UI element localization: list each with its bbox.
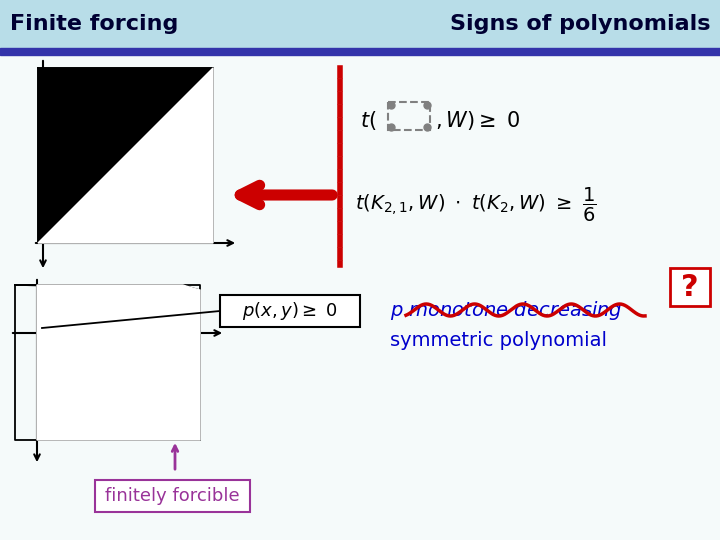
Text: Signs of polynomials: Signs of polynomials: [449, 14, 710, 34]
Text: $,W)\geq\ 0$: $,W)\geq\ 0$: [435, 109, 521, 132]
Bar: [0, 0, 720, 48]
Text: Finite forcing: Finite forcing: [10, 14, 179, 34]
Bar: [220, 295, 360, 327]
Polygon shape: [38, 68, 213, 243]
Polygon shape: [37, 285, 200, 440]
Bar: [670, 268, 710, 306]
Bar: [95, 480, 250, 512]
Text: finitely forcible: finitely forcible: [105, 487, 240, 505]
Text: $t($: $t($: [360, 109, 377, 132]
Text: $p(x, y) \geq\ 0$: $p(x, y) \geq\ 0$: [242, 300, 338, 322]
Text: ?: ?: [681, 273, 699, 302]
Polygon shape: [15, 285, 200, 290]
Polygon shape: [38, 68, 213, 243]
Text: $p$ monotone decreasing: $p$ monotone decreasing: [390, 299, 623, 321]
Text: $t(K_{2,1},W)\ \cdot\ t(K_2,W)\ \geq\ \dfrac{1}{6}$: $t(K_{2,1},W)\ \cdot\ t(K_2,W)\ \geq\ \d…: [355, 186, 596, 224]
Text: symmetric polynomial: symmetric polynomial: [390, 330, 607, 349]
Bar: [0, 48, 720, 55]
